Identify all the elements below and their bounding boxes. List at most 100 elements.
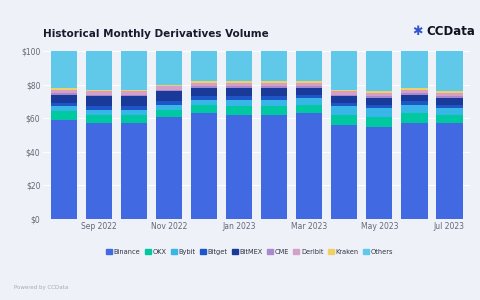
Bar bbox=[191, 51, 217, 81]
Bar bbox=[156, 116, 182, 219]
Bar bbox=[156, 110, 182, 116]
Bar bbox=[331, 106, 358, 115]
Bar bbox=[401, 93, 428, 95]
Bar bbox=[226, 115, 252, 219]
Text: Historical Monthly Derivatives Volume: Historical Monthly Derivatives Volume bbox=[43, 29, 269, 39]
Bar bbox=[401, 101, 428, 105]
Bar bbox=[51, 51, 77, 88]
Bar bbox=[86, 91, 112, 95]
Bar bbox=[296, 86, 323, 88]
Bar bbox=[86, 90, 112, 91]
Bar bbox=[436, 108, 463, 115]
Bar bbox=[401, 123, 428, 219]
Bar bbox=[436, 105, 463, 108]
Bar bbox=[366, 105, 393, 108]
Bar bbox=[121, 51, 147, 90]
Bar bbox=[296, 95, 323, 98]
Bar bbox=[156, 86, 182, 90]
Bar bbox=[51, 93, 77, 95]
Bar bbox=[121, 123, 147, 219]
Bar bbox=[226, 51, 252, 81]
Bar bbox=[261, 83, 288, 86]
Bar bbox=[191, 100, 217, 105]
Bar bbox=[261, 100, 288, 106]
Bar bbox=[331, 91, 358, 95]
Bar bbox=[191, 86, 217, 88]
Bar bbox=[366, 93, 393, 96]
Bar bbox=[121, 106, 147, 110]
Bar bbox=[401, 88, 428, 90]
Bar bbox=[191, 96, 217, 100]
Bar bbox=[121, 90, 147, 91]
Bar bbox=[261, 106, 288, 115]
Bar bbox=[366, 127, 393, 219]
Bar bbox=[296, 105, 323, 113]
Bar bbox=[331, 95, 358, 96]
Bar bbox=[366, 116, 393, 127]
Bar bbox=[436, 96, 463, 98]
Bar bbox=[121, 110, 147, 115]
Bar bbox=[261, 115, 288, 219]
Bar bbox=[401, 113, 428, 123]
Bar bbox=[86, 123, 112, 219]
Bar bbox=[331, 90, 358, 91]
Bar bbox=[226, 100, 252, 106]
Bar bbox=[86, 115, 112, 123]
Bar bbox=[401, 51, 428, 88]
Bar bbox=[121, 96, 147, 106]
Bar bbox=[296, 81, 323, 83]
Bar bbox=[226, 86, 252, 88]
Bar bbox=[436, 91, 463, 93]
Bar bbox=[436, 98, 463, 105]
Bar bbox=[331, 103, 358, 106]
Bar bbox=[436, 93, 463, 96]
Bar bbox=[86, 96, 112, 106]
Bar bbox=[121, 115, 147, 123]
Bar bbox=[226, 88, 252, 96]
Bar bbox=[226, 83, 252, 86]
Bar bbox=[296, 51, 323, 81]
Bar bbox=[296, 83, 323, 86]
Bar bbox=[366, 96, 393, 98]
Bar bbox=[191, 81, 217, 83]
Bar bbox=[121, 95, 147, 96]
Bar bbox=[296, 98, 323, 105]
Legend: Binance, OKX, Bybit, Bitget, BitMEX, CME, Deribit, Kraken, Others: Binance, OKX, Bybit, Bitget, BitMEX, CME… bbox=[103, 246, 396, 258]
Bar bbox=[331, 125, 358, 219]
Bar bbox=[86, 95, 112, 96]
Bar bbox=[331, 115, 358, 125]
Bar bbox=[156, 85, 182, 86]
Bar bbox=[436, 123, 463, 219]
Bar bbox=[366, 91, 393, 93]
Bar bbox=[436, 115, 463, 123]
Bar bbox=[296, 88, 323, 95]
Bar bbox=[436, 51, 463, 91]
Bar bbox=[191, 113, 217, 219]
Bar bbox=[156, 101, 182, 105]
Bar bbox=[366, 51, 393, 91]
Text: Powered by CCData: Powered by CCData bbox=[14, 284, 69, 290]
Bar bbox=[261, 51, 288, 81]
Bar bbox=[366, 108, 393, 116]
Bar bbox=[296, 113, 323, 219]
Bar bbox=[51, 90, 77, 93]
Bar bbox=[51, 103, 77, 106]
Bar bbox=[156, 91, 182, 101]
Bar bbox=[261, 96, 288, 100]
Bar bbox=[261, 81, 288, 83]
Bar bbox=[156, 105, 182, 110]
Bar bbox=[226, 106, 252, 115]
Bar bbox=[226, 81, 252, 83]
Bar bbox=[366, 98, 393, 105]
Bar bbox=[191, 83, 217, 86]
Bar bbox=[51, 106, 77, 112]
Bar bbox=[261, 88, 288, 96]
Text: CCData: CCData bbox=[426, 25, 475, 38]
Bar bbox=[191, 105, 217, 113]
Bar bbox=[51, 120, 77, 219]
Bar bbox=[51, 88, 77, 90]
Bar bbox=[331, 96, 358, 103]
Bar bbox=[121, 91, 147, 95]
Bar bbox=[331, 51, 358, 90]
Bar bbox=[226, 96, 252, 100]
